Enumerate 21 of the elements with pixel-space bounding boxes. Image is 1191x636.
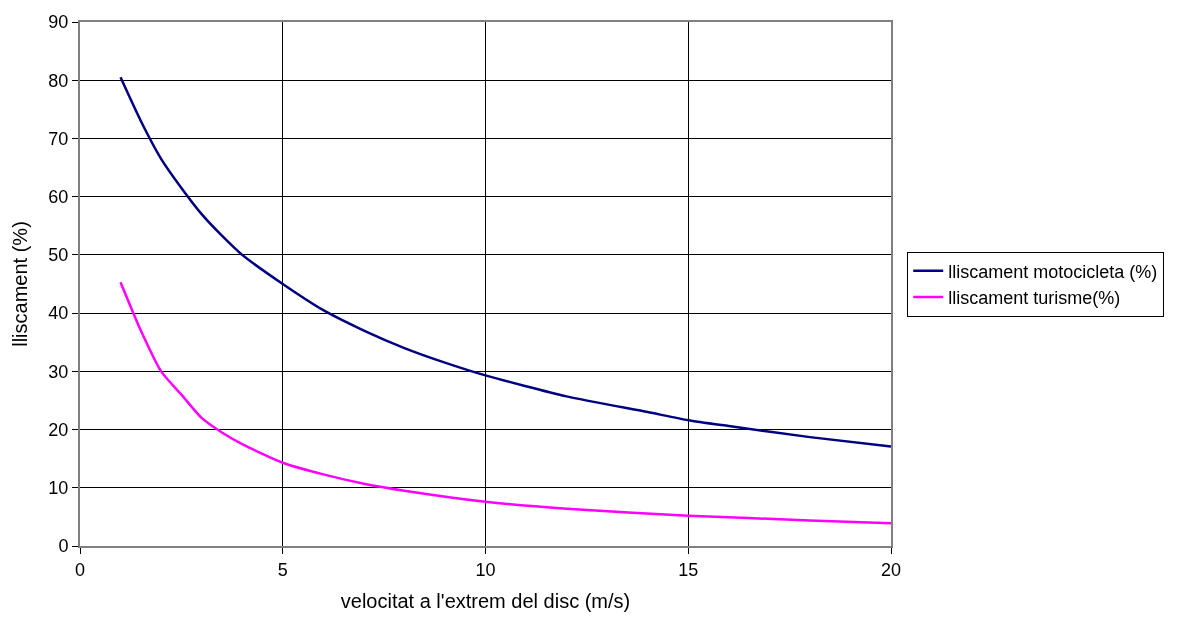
y-tick-label: 70 (48, 128, 69, 149)
x-tick-label: 20 (880, 559, 902, 580)
y-tick-label: 30 (48, 361, 69, 382)
y-tick-label: 0 (58, 536, 69, 557)
x-tick-label: 15 (678, 559, 699, 580)
y-tick-label: 50 (48, 245, 69, 266)
x-axis-title: velocitat a l'extrem del disc (m/s) (340, 589, 631, 612)
legend-label: lliscament motocicleta (%) (948, 261, 1158, 282)
y-tick-label: 90 (48, 12, 69, 33)
x-tick-label: 10 (475, 559, 496, 580)
y-tick-label: 20 (48, 419, 69, 440)
y-tick-label: 10 (48, 478, 69, 499)
y-tick-label: 80 (48, 70, 69, 91)
legend-label: lliscament turisme(%) (948, 288, 1121, 309)
y-tick-label: 60 (48, 186, 69, 207)
x-tick-label: 5 (277, 559, 288, 580)
y-tick-label: 40 (48, 303, 69, 324)
line-series (119, 76, 891, 448)
line-series (119, 281, 891, 525)
x-tick-label: 0 (74, 559, 86, 580)
y-axis-title: lliscament (%) (9, 221, 32, 347)
